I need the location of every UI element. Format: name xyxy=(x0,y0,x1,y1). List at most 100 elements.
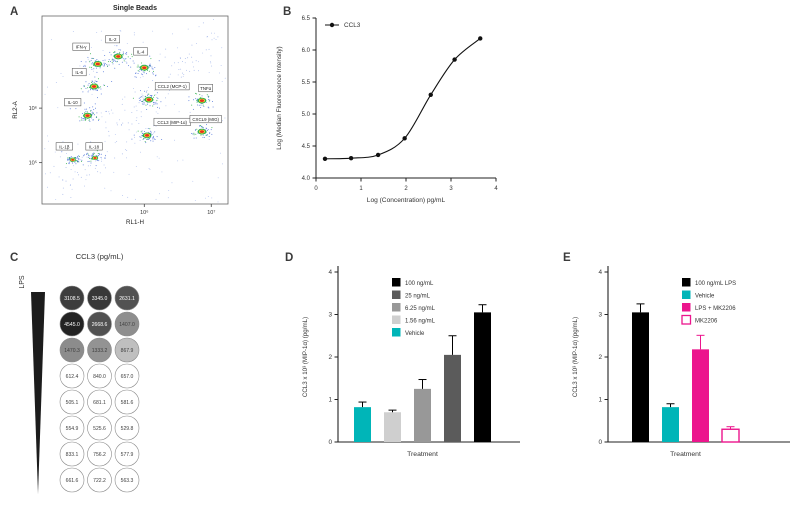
cell-value: 581.6 xyxy=(121,400,134,406)
bead-label: TNFα xyxy=(198,84,213,93)
y-tick-label: 6.0 xyxy=(302,48,311,54)
cell-value: 4545.0 xyxy=(64,322,80,328)
table-cell: 840.0 xyxy=(87,363,112,389)
bar-25-ng-ml xyxy=(444,335,461,442)
cell-value: 661.6 xyxy=(66,478,79,484)
bead-label: IL-2 xyxy=(105,35,120,44)
bar-100-ng-ml xyxy=(474,304,491,442)
y-tick-label: 3 xyxy=(328,312,332,319)
y-axis-label: Log (Median Fluorescence Intensity) xyxy=(276,46,283,149)
panel-b-plot: 4.0 4.5 5.0 5.5 6.0 6.5 0 1 2 3 4 CCL3 Log (Concentr… xyxy=(276,16,498,204)
panel-a-plot: Single Beads IFN-γ IL-2 IL-4 IL-6 IL-10 CCL2 (… xyxy=(12,5,229,226)
y-tick-label: 10⁶ xyxy=(29,105,37,112)
cell-value: 657.0 xyxy=(121,374,134,380)
row-axis-label: LPS xyxy=(19,275,26,289)
y-axis-label: RL2-A xyxy=(12,100,19,118)
x-tick-label: 1 xyxy=(359,186,363,192)
bead-label-text: CXCL9 (MIG) xyxy=(192,117,219,122)
table-cell: 577.9 xyxy=(114,441,140,467)
bead-cluster xyxy=(191,122,213,139)
bar-lps-mk2206 xyxy=(692,334,709,442)
bead-label: IFN-γ xyxy=(72,42,90,51)
y-axis-label: CCL3 x 10³ (MIP-1α) (pg/mL) xyxy=(302,317,309,397)
legend-marker xyxy=(329,22,335,28)
table-cell: 2631.1 xyxy=(114,285,140,311)
bead-label-text: CCL3 (MIP-1α) xyxy=(157,120,187,125)
cell-value: 1407.0 xyxy=(119,322,135,328)
table-cell: 722.2 xyxy=(87,467,112,493)
table-cell: 661.6 xyxy=(59,467,85,493)
cell-value: 840.0 xyxy=(93,374,106,380)
table-cell: 581.6 xyxy=(114,389,140,415)
bar-vehicle xyxy=(354,401,371,442)
lps-dose-response-bars: 0 1 2 3 4 Treatment CCL3 x 10³ (MIP-1α) (pg/mL… xyxy=(296,248,536,477)
x-tick-label: 0 xyxy=(314,186,318,192)
y-tick-label: 4 xyxy=(598,269,602,276)
x-axis-label: RL1-H xyxy=(126,219,144,226)
table-cell: 833.1 xyxy=(59,441,85,467)
legend-label: Vehicle xyxy=(405,331,425,337)
bead-label-text: IL-10 xyxy=(68,100,79,105)
legend-label: Vehicle xyxy=(695,294,715,300)
bead-label: IL-1β xyxy=(55,142,73,151)
table-cell: 2668.6 xyxy=(87,311,112,337)
legend-label: CCL3 xyxy=(344,22,361,29)
cell-value: 554.9 xyxy=(66,426,79,432)
cell-value: 3108.5 xyxy=(64,296,80,302)
bead-label: CCL2 (MCP-1) xyxy=(154,82,190,91)
bead-cluster xyxy=(188,89,214,110)
cell-value: 525.6 xyxy=(93,426,106,432)
bar-100-ng-ml-lps xyxy=(632,303,649,442)
y-tick-label: 0 xyxy=(328,439,332,446)
bead-label-text: IL-4 xyxy=(137,49,145,54)
y-tick-label: 2 xyxy=(598,354,602,361)
bead-label: CXCL9 (MIG) xyxy=(189,115,222,124)
bead-cluster xyxy=(61,151,89,166)
legend: 100 ng/mL LPS Vehicle LPS + MK2206 MK2206 xyxy=(681,278,736,325)
x-tick-label: 2 xyxy=(404,186,408,192)
standard-curve-line xyxy=(324,38,481,160)
table-cell: 867.9 xyxy=(114,337,140,363)
bead-cluster xyxy=(69,102,107,122)
table-cell: 4545.0 xyxy=(59,311,85,337)
bead-label-text: IFN-γ xyxy=(76,45,88,50)
mk2206-treatment-bars: 0 1 2 3 4 Treatment CCL3 x 10³ (MIP-1α) (pg/mL… xyxy=(566,248,798,477)
bar-vehicle xyxy=(662,403,679,442)
plot-title: Single Beads xyxy=(113,5,157,12)
y-tick-label: 1 xyxy=(328,397,332,404)
table-title: CCL3 (pg/mL) xyxy=(76,252,124,261)
table-cell: 681.1 xyxy=(87,389,112,415)
cell-value: 722.2 xyxy=(93,478,106,484)
bead-cluster xyxy=(131,127,163,144)
legend-label: 6.25 ng/mL xyxy=(405,306,436,312)
bead-cluster xyxy=(80,53,116,73)
cell-value: 2631.1 xyxy=(119,296,135,302)
table-cell: 1470.3 xyxy=(59,337,85,363)
x-tick-label: 10⁷ xyxy=(207,209,215,216)
bead-label: IL-6 xyxy=(71,68,87,77)
lps-gradient-triangle xyxy=(31,292,45,494)
data-point xyxy=(375,152,381,158)
y-tick-label: 4 xyxy=(328,269,332,276)
bead-label: IL-18 xyxy=(85,142,103,151)
panel-e-plot: 0 1 2 3 4 Treatment CCL3 x 10³ (MIP-1α) (pg/mL… xyxy=(572,266,790,458)
y-axis-label: CCL3 x 10³ (MIP-1α) (pg/mL) xyxy=(572,317,579,397)
table-cell: 529.8 xyxy=(114,415,140,441)
cell-value: 529.8 xyxy=(121,426,134,432)
bead-label-text: IL-2 xyxy=(109,37,117,42)
bar-1-56-ng-ml xyxy=(384,409,401,442)
cell-value: 1333.2 xyxy=(92,348,108,354)
y-tick-label: 4.0 xyxy=(302,176,311,182)
bead-cluster xyxy=(132,90,162,110)
bead-cluster xyxy=(80,76,113,99)
table-cell: 1333.2 xyxy=(87,337,112,363)
data-point xyxy=(322,156,328,161)
panel-c-label: C xyxy=(10,252,19,264)
bead-label: IL-4 xyxy=(133,47,148,56)
table-cell: 756.2 xyxy=(87,441,112,467)
table-cell: 563.3 xyxy=(114,467,140,493)
bar-6-25-ng-ml xyxy=(414,379,431,442)
y-tick-label: 3 xyxy=(598,312,602,319)
bead-label-text: IL-1β xyxy=(59,144,70,149)
